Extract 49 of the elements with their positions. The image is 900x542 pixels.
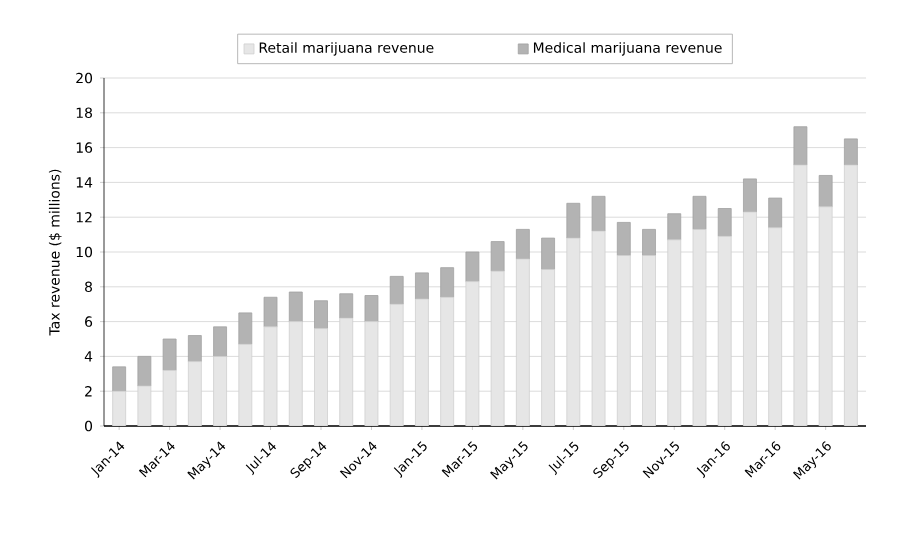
bar <box>314 300 328 329</box>
bar <box>818 175 833 208</box>
bar <box>692 195 707 230</box>
bar <box>717 235 732 426</box>
bar <box>591 195 606 232</box>
bar <box>743 178 757 213</box>
bar <box>843 164 858 426</box>
bar <box>566 237 581 426</box>
bar <box>515 228 530 260</box>
bar <box>768 227 783 426</box>
bar <box>162 338 177 371</box>
bar <box>263 296 278 328</box>
bar <box>339 293 354 319</box>
bar <box>541 269 555 426</box>
bar <box>667 239 682 426</box>
bar <box>187 335 202 363</box>
bar <box>642 228 656 256</box>
bar <box>465 251 480 282</box>
bar <box>187 361 202 426</box>
bar <box>440 296 455 426</box>
bar <box>616 222 631 256</box>
bar <box>339 317 354 426</box>
bar <box>112 366 127 392</box>
bar <box>717 208 732 237</box>
bar <box>642 255 656 426</box>
bar <box>238 312 253 345</box>
bar <box>213 326 227 357</box>
bar <box>364 295 379 322</box>
bar <box>566 202 581 239</box>
bar <box>768 197 783 229</box>
bar <box>541 237 555 270</box>
bar <box>415 298 429 426</box>
bar <box>793 126 808 166</box>
bar <box>238 343 253 426</box>
bar <box>667 213 682 241</box>
bar <box>213 356 227 426</box>
bar <box>843 138 858 166</box>
bar <box>616 255 631 426</box>
bar <box>415 272 429 300</box>
bar <box>515 258 530 426</box>
bar <box>389 303 404 426</box>
bar <box>389 275 404 305</box>
bar <box>288 291 303 322</box>
bar <box>137 356 152 387</box>
bar <box>743 211 757 426</box>
bar <box>490 241 505 272</box>
bar <box>288 321 303 426</box>
bar <box>440 267 455 298</box>
bar <box>314 328 328 426</box>
